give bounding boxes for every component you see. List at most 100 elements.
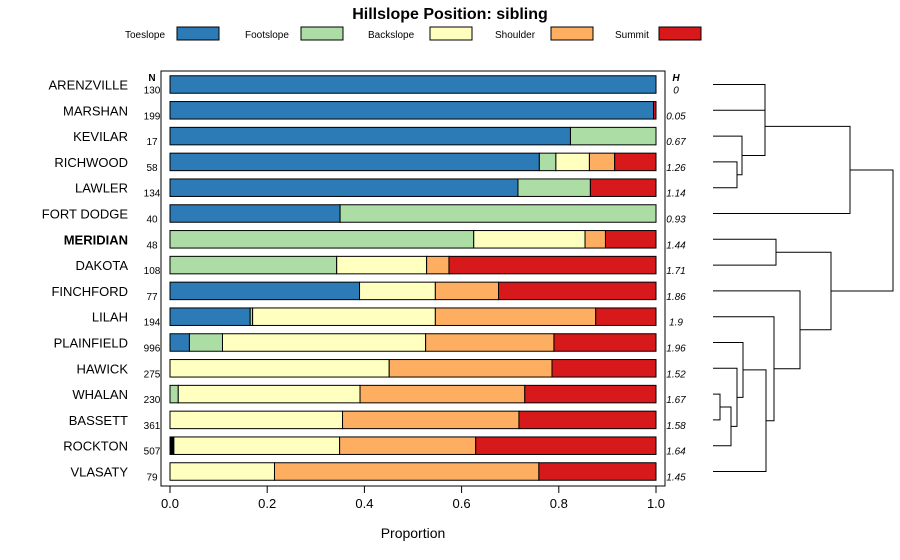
row-kevilar: KEVILAR 17 0.67 bbox=[73, 126, 686, 148]
dendrogram-branch-o bbox=[831, 169, 894, 292]
dendrogram-branch-f bbox=[713, 238, 777, 266]
row-lilah: LILAH 194 1.9 bbox=[92, 307, 683, 329]
row-n-bassett: 361 bbox=[144, 421, 161, 432]
row-h-dakota: 1.71 bbox=[666, 266, 685, 277]
bar-segment-finchford-summit bbox=[498, 281, 657, 301]
dendrogram-branch-g bbox=[713, 393, 721, 421]
bar-segment-whalan-summit bbox=[524, 384, 657, 404]
row-label-rockton: ROCKTON bbox=[63, 439, 128, 454]
bar-segment-richwood-backslope bbox=[555, 152, 590, 172]
bar-segment-whalan-shoulder bbox=[359, 384, 526, 404]
dendrogram-branch-b bbox=[713, 161, 738, 189]
row-n-hawick: 275 bbox=[144, 369, 161, 380]
row-h-kevilar: 0.67 bbox=[666, 137, 686, 148]
bar-segment-arenzville-toeslope bbox=[169, 75, 657, 94]
bar-segment-lilah-summit bbox=[595, 307, 657, 326]
row-n-kevilar: 17 bbox=[146, 137, 158, 148]
legend-label-shoulder: Shoulder bbox=[495, 30, 536, 41]
row-n-arenzville: 130 bbox=[144, 86, 161, 97]
row-n-whalan: 230 bbox=[144, 395, 161, 406]
legend-swatch-footslope bbox=[300, 26, 344, 41]
row-n-dakota: 108 bbox=[144, 266, 161, 277]
dendrogram-branch-c bbox=[713, 135, 743, 176]
bar-segment-vlasaty-summit bbox=[538, 462, 657, 481]
row-label-hawick: HAWICK bbox=[76, 361, 128, 376]
bar-segment-rockton-summit bbox=[475, 436, 657, 455]
bar-segment-vlasaty-shoulder bbox=[273, 462, 540, 481]
bar-segment-rockton-shoulder bbox=[339, 436, 477, 455]
bar-rows: ARENZVILLE 130 0 MARSHAN 199 0.05 KEVILAR 17 0.6… bbox=[42, 75, 686, 484]
legend-label-summit: Summit bbox=[615, 30, 649, 41]
row-h-rockton: 1.64 bbox=[666, 447, 686, 458]
x-tick-label-4: 0.8 bbox=[550, 496, 568, 511]
bar-segment-lawler-toeslope bbox=[169, 178, 519, 197]
row-label-meridian: MERIDIAN bbox=[64, 232, 128, 247]
legend-label-toeslope: Toeslope bbox=[125, 30, 165, 41]
bar-segment-vlasaty-backslope bbox=[169, 462, 275, 481]
bar-segment-kevilar-footslope bbox=[569, 126, 657, 146]
bar-segment-finchford-shoulder bbox=[434, 281, 500, 301]
row-h-bassett: 1.58 bbox=[666, 421, 686, 432]
x-axis-label: Proportion bbox=[381, 525, 446, 541]
row-arenzville: ARENZVILLE 130 0 bbox=[49, 75, 679, 97]
bar-segment-plainfield-shoulder bbox=[425, 333, 555, 352]
row-h-lilah: 1.9 bbox=[669, 318, 683, 329]
bar-segment-plainfield-footslope bbox=[188, 333, 223, 352]
row-n-fort-dodge: 40 bbox=[146, 215, 158, 226]
bar-segment-lilah-toeslope bbox=[169, 307, 251, 326]
legend: Toeslope Footslope Backslope Shoulder Summit bbox=[125, 26, 702, 41]
bar-segment-richwood-shoulder bbox=[588, 152, 616, 172]
row-whalan: WHALAN 230 1.67 bbox=[72, 384, 686, 406]
bar-segment-finchford-backslope bbox=[359, 281, 436, 301]
row-label-lilah: LILAH bbox=[92, 310, 128, 325]
bar-segment-dakota-summit bbox=[448, 255, 657, 275]
bar-segment-marshan-summit bbox=[653, 101, 657, 120]
bar-segment-dakota-shoulder bbox=[426, 255, 450, 275]
row-n-lawler: 134 bbox=[144, 189, 161, 200]
row-n-richwood: 58 bbox=[146, 163, 158, 174]
legend-swatch-summit bbox=[658, 26, 702, 41]
bar-segment-hawick-summit bbox=[551, 359, 657, 378]
n-column-header: N bbox=[148, 73, 155, 84]
dendrogram-branch-j bbox=[713, 342, 744, 398]
dendrogram-branch-m bbox=[713, 290, 801, 370]
x-tick-label-0: 0.0 bbox=[161, 496, 179, 511]
x-tick-label-2: 0.4 bbox=[355, 496, 373, 511]
dendrogram-branch-h bbox=[713, 406, 732, 447]
x-axis: 0.0 0.2 0.4 0.6 0.8 1.0 bbox=[161, 486, 665, 511]
row-h-fort-dodge: 0.93 bbox=[666, 215, 686, 226]
row-label-arenzville: ARENZVILLE bbox=[49, 78, 129, 93]
row-lawler: LAWLER 134 1.14 bbox=[75, 178, 686, 200]
row-h-hawick: 1.52 bbox=[666, 369, 686, 380]
dendrogram-branch-k bbox=[713, 369, 767, 472]
row-marshan: MARSHAN 199 0.05 bbox=[63, 101, 686, 122]
bar-segment-hawick-shoulder bbox=[388, 359, 553, 378]
row-n-vlasaty: 79 bbox=[146, 473, 158, 484]
bar-segment-meridian-footslope bbox=[169, 230, 475, 249]
row-label-bassett: BASSETT bbox=[69, 413, 128, 428]
bar-segment-bassett-shoulder bbox=[342, 410, 520, 430]
legend-label-backslope: Backslope bbox=[368, 30, 415, 41]
row-h-finchford: 1.86 bbox=[666, 292, 686, 303]
legend-swatch-shoulder bbox=[550, 26, 594, 41]
row-label-lawler: LAWLER bbox=[75, 181, 128, 196]
legend-swatch-toeslope bbox=[176, 26, 220, 41]
row-label-vlasaty: VLASATY bbox=[70, 465, 128, 480]
row-fort-dodge: FORT DODGE 40 0.93 bbox=[42, 204, 686, 226]
bar-segment-bassett-backslope bbox=[169, 410, 344, 430]
row-vlasaty: VLASATY 79 1.45 bbox=[70, 462, 686, 484]
x-tick-label-1: 0.2 bbox=[258, 496, 276, 511]
row-finchford: FINCHFORD 77 1.86 bbox=[51, 281, 686, 303]
plot-frame bbox=[160, 70, 666, 487]
bar-segment-rockton-backslope bbox=[173, 436, 341, 455]
bar-segment-bassett-summit bbox=[518, 410, 657, 430]
dendrogram-branch-i bbox=[713, 367, 738, 427]
row-plainfield: PLAINFIELD 996 1.96 bbox=[54, 333, 686, 355]
bar-segment-meridian-shoulder bbox=[584, 230, 606, 249]
bar-segment-dakota-backslope bbox=[336, 255, 428, 275]
bar-segment-rockton-other bbox=[169, 436, 175, 455]
legend-label-footslope: Footslope bbox=[245, 30, 289, 41]
bar-segment-richwood-toeslope bbox=[169, 152, 540, 172]
row-n-lilah: 194 bbox=[144, 318, 161, 329]
